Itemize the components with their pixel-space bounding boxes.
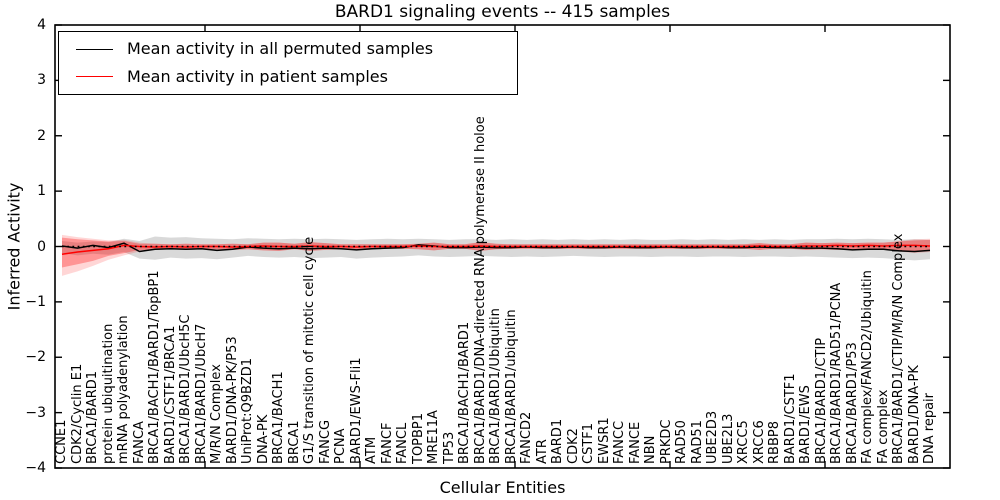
y-tick-label: 2 (37, 127, 46, 144)
x-category-label: G1/S transition of mitotic cell cycle (302, 236, 317, 464)
x-category-label: M/R/N Complex (209, 364, 224, 464)
x-category-label: BRCA1/BARD1/CTIP (813, 337, 829, 464)
chart-title: BARD1 signaling events -- 415 samples (334, 2, 671, 22)
x-category-label: FANCD2 (519, 411, 534, 464)
x-category-label: FANCG (317, 419, 333, 464)
x-category-label: EWSR1 (596, 417, 612, 464)
x-category-label: FANCA (131, 421, 147, 464)
x-category-label: PRKDC (658, 419, 674, 464)
y-tick-label: 1 (37, 183, 46, 200)
x-category-label: TOPBP1 (410, 412, 426, 464)
x-category-label: XRCC6 (751, 420, 767, 464)
x-axis-label: Cellular Entities (439, 478, 566, 497)
x-category-label: FANCC (612, 420, 627, 464)
x-category-label: BARD1/CSTF1/BRCA1 (162, 325, 178, 464)
x-category-label: RAD51 (689, 420, 705, 464)
legend-label-patient: Mean activity in patient samples (127, 66, 388, 86)
legend-line-patient-icon (76, 76, 113, 78)
y-tick-label: 0 (37, 238, 46, 255)
x-category-label: mRNA polyadenylation (116, 315, 131, 464)
x-category-label: BRCA1/BARD1/UbcH5C (178, 314, 193, 464)
x-category-label: BARD1/DNA-PK (906, 365, 922, 464)
y-tick-label: 4 (37, 17, 46, 33)
x-category-label: FANCF (379, 422, 395, 464)
x-category-label: BARD1/CSTF1 (782, 373, 798, 464)
x-category-label: BRCA1/BACH1/BARD1/TopBP1 (147, 270, 162, 464)
x-category-label: UniProt:Q9BZD1 (240, 357, 255, 464)
y-tick-label: −2 (25, 349, 46, 366)
x-category-label: RBBP8 (767, 421, 782, 464)
x-category-label: ATR (534, 439, 550, 464)
legend-item-permuted: Mean activity in all permuted samples (59, 39, 517, 59)
y-tick-label: −1 (25, 293, 46, 310)
x-category-label: NBN (643, 435, 658, 464)
x-category-label: RAD50 (674, 420, 689, 464)
x-category-label: ATM (364, 436, 379, 464)
x-category-label: CSTF1 (581, 422, 596, 464)
x-category-label: BRCA1/BACH1/BARD1 (457, 321, 472, 464)
x-category-label: TP53 (441, 431, 457, 464)
x-category-label: BRCA1/BARD1/Ubiquitin (488, 308, 503, 464)
x-category-label: BRCA1/BARD1/UbcH7 (193, 323, 209, 464)
x-category-label: BARD1/EWS-Fli1 (348, 357, 364, 465)
x-category-label: FA complex/FANCD2/Ubiquitin (860, 270, 875, 464)
x-category-label: XRCC5 (736, 420, 751, 464)
legend-label-permuted: Mean activity in all permuted samples (127, 39, 434, 59)
x-category-label: FA complex (875, 389, 891, 464)
x-category-label: BARD1/DNA-PK/P53 (224, 336, 240, 464)
x-category-label: BRCA1/BARD1/RAD51/PCNA (829, 282, 844, 464)
x-category-label: DNA repair (922, 393, 937, 464)
x-category-label: BRCA1/BARD1/DNA-directed RNA polymerase … (472, 116, 488, 464)
x-category-label: BRCA1 (286, 420, 302, 464)
line-permuted (61, 242, 931, 253)
x-category-label: MRE11A (426, 410, 441, 464)
x-category-label: BRCA1/BACH1 (271, 371, 286, 464)
x-category-label: FANCL (395, 422, 410, 464)
x-category-label: BRCA1/BARD1/CTIP/M/R/N Complex (891, 233, 906, 464)
x-category-label: CDK2 (565, 428, 581, 464)
band-patient-outer (62, 234, 930, 276)
x-category-label: BRCA1/BARD1/P53 (844, 342, 860, 464)
band-permuted (62, 236, 930, 261)
y-tick-label: 3 (37, 72, 46, 89)
x-category-label: PCNA (333, 428, 348, 464)
legend-line-permuted-icon (76, 48, 113, 50)
x-category-label: BRCA1/BARD1 (85, 370, 100, 464)
x-category-label: BARD1 (550, 418, 565, 464)
x-category-label: BARD1/EWS (798, 385, 813, 464)
y-tick-label: −4 (25, 460, 46, 476)
x-category-label: UBE2D3 (705, 410, 720, 464)
x-category-label: DNA-PK (255, 414, 271, 464)
x-category-label: CCNE1 (54, 419, 69, 464)
y-tick-label: −3 (25, 404, 46, 421)
legend-item-patient: Mean activity in patient samples (59, 67, 517, 87)
band-patient (62, 237, 930, 268)
x-category-label: protein ubiquitination (100, 323, 116, 464)
legend: Mean activity in all permuted samples Me… (58, 31, 518, 95)
x-category-label: BRCA1/BARD1/ubiquitin (503, 309, 519, 464)
x-category-label: FANCE (627, 421, 643, 464)
x-category-label: UBE2L3 (720, 413, 736, 464)
x-category-label: CDK2/Cyclin E1 (69, 363, 85, 464)
